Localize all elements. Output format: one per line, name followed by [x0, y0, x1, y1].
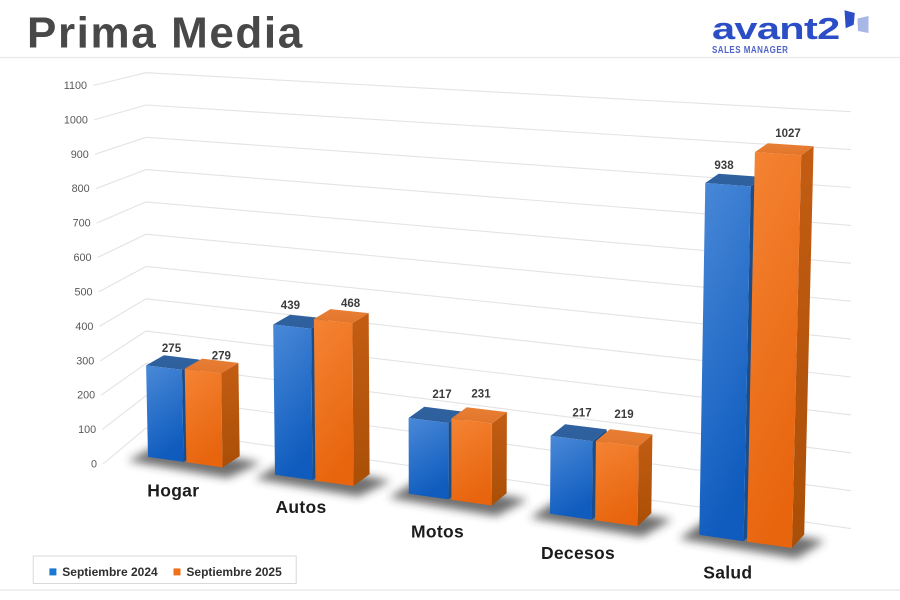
svg-text:Autos: Autos — [275, 497, 326, 517]
svg-text:200: 200 — [77, 390, 95, 402]
svg-text:700: 700 — [73, 218, 91, 230]
svg-text:Decesos: Decesos — [541, 543, 615, 563]
svg-text:600: 600 — [73, 252, 91, 264]
svg-text:Motos: Motos — [411, 522, 464, 542]
svg-text:0: 0 — [91, 459, 97, 471]
svg-text:938: 938 — [714, 160, 734, 172]
svg-text:Hogar: Hogar — [147, 481, 199, 501]
svg-text:500: 500 — [74, 287, 92, 299]
svg-text:1027: 1027 — [775, 128, 801, 140]
svg-text:Septiembre 2024: Septiembre 2024 — [62, 565, 158, 579]
svg-text:1100: 1100 — [64, 80, 87, 92]
svg-text:275: 275 — [162, 343, 182, 355]
svg-text:217: 217 — [572, 408, 591, 420]
svg-text:900: 900 — [71, 149, 89, 161]
svg-text:439: 439 — [281, 300, 300, 312]
svg-text:279: 279 — [212, 351, 231, 363]
svg-text:400: 400 — [75, 321, 93, 333]
svg-text:avant2: avant2 — [712, 11, 840, 46]
svg-text:231: 231 — [471, 389, 491, 401]
svg-text:SALES MANAGER: SALES MANAGER — [712, 44, 788, 55]
svg-text:300: 300 — [76, 355, 94, 367]
svg-text:800: 800 — [72, 183, 90, 195]
svg-text:468: 468 — [341, 298, 361, 310]
svg-text:219: 219 — [614, 409, 633, 421]
svg-text:Salud: Salud — [703, 563, 752, 583]
svg-text:Prima Media: Prima Media — [27, 9, 304, 58]
svg-text:Septiembre 2025: Septiembre 2025 — [186, 565, 282, 579]
svg-text:1000: 1000 — [64, 114, 88, 126]
svg-text:217: 217 — [432, 389, 451, 401]
svg-text:100: 100 — [78, 424, 96, 436]
